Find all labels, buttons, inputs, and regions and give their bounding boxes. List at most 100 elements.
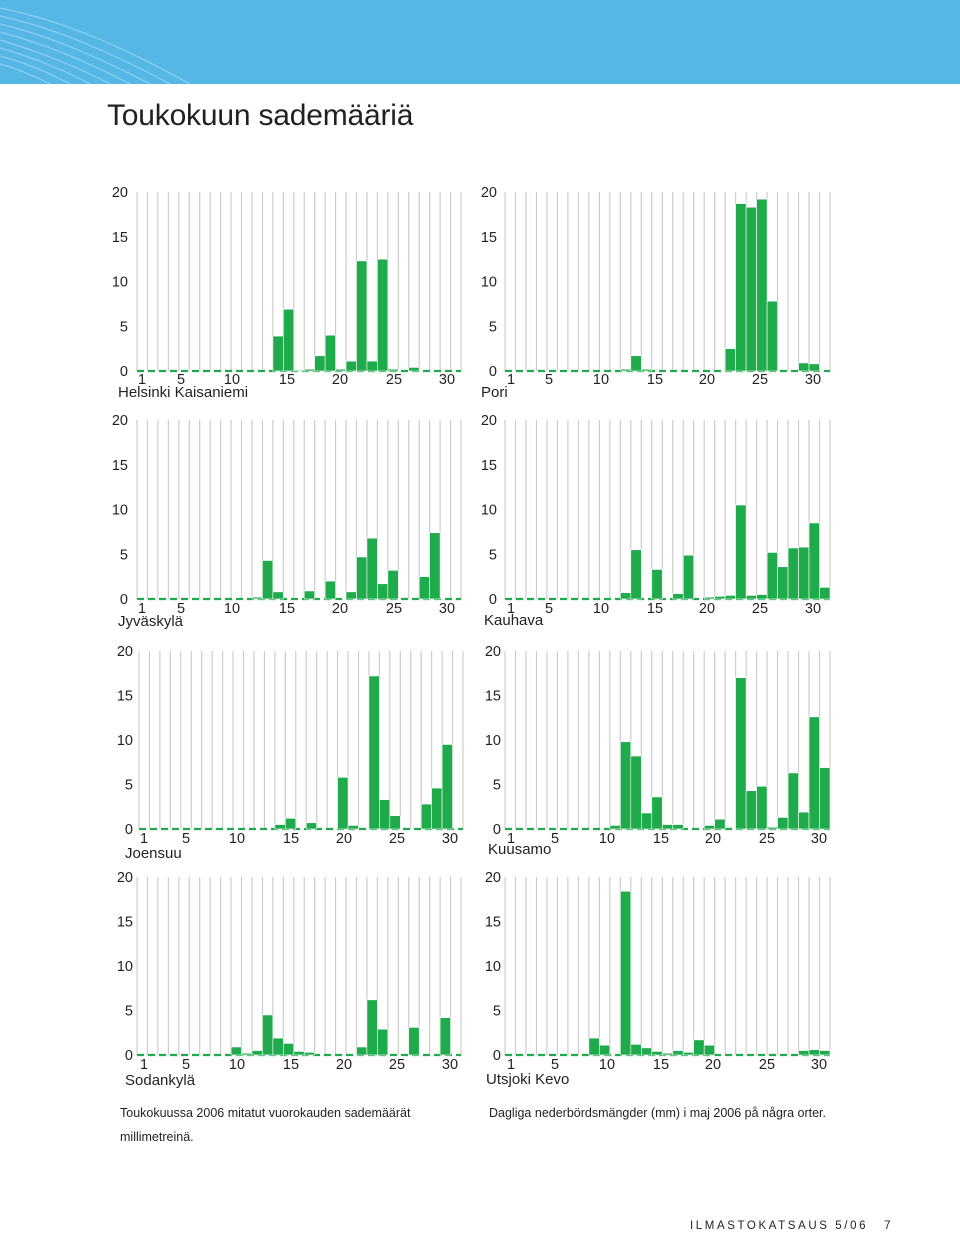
bar bbox=[735, 677, 747, 830]
bar bbox=[724, 348, 736, 372]
y-tick-label: 20 bbox=[481, 413, 497, 429]
y-tick-label: 20 bbox=[485, 644, 501, 660]
bar bbox=[335, 368, 347, 372]
bar bbox=[693, 1039, 705, 1056]
y-tick-label: 5 bbox=[125, 1004, 133, 1020]
bar bbox=[272, 335, 284, 372]
bar bbox=[787, 772, 799, 830]
x-tick-label: 15 bbox=[283, 831, 299, 847]
y-tick-label: 10 bbox=[485, 959, 501, 975]
station-name: Kuusamo bbox=[488, 841, 551, 858]
bar bbox=[251, 1050, 263, 1056]
y-tick-label: 15 bbox=[485, 689, 501, 705]
bar bbox=[703, 825, 715, 830]
bar bbox=[303, 1052, 315, 1056]
bar bbox=[230, 1046, 242, 1056]
y-tick-label: 5 bbox=[493, 1004, 501, 1020]
y-tick-label: 10 bbox=[117, 733, 133, 749]
y-tick-label: 0 bbox=[125, 822, 133, 838]
bar bbox=[766, 552, 778, 600]
x-tick-label: 25 bbox=[759, 831, 775, 847]
y-tick-label: 0 bbox=[120, 592, 128, 608]
x-tick-label: 15 bbox=[283, 1057, 299, 1073]
bar bbox=[661, 1052, 674, 1056]
bar bbox=[241, 1052, 253, 1056]
y-tick-label: 15 bbox=[485, 915, 501, 931]
y-tick-label: 0 bbox=[489, 364, 497, 380]
y-tick-label: 0 bbox=[125, 1048, 133, 1064]
bar bbox=[808, 1049, 820, 1056]
x-tick-label: 25 bbox=[389, 831, 405, 847]
x-tick-label: 30 bbox=[805, 372, 821, 388]
bar bbox=[640, 368, 653, 372]
bar bbox=[672, 1050, 684, 1056]
bar bbox=[661, 824, 674, 830]
bar bbox=[262, 1014, 274, 1056]
bar bbox=[756, 785, 768, 830]
y-tick-label: 15 bbox=[112, 230, 128, 246]
x-tick-label: 15 bbox=[647, 601, 663, 617]
x-tick-label: 15 bbox=[653, 1057, 669, 1073]
bar bbox=[439, 1017, 451, 1056]
x-tick-label: 10 bbox=[229, 1057, 245, 1073]
bar bbox=[324, 580, 336, 600]
x-tick-label: 25 bbox=[752, 601, 768, 617]
bar bbox=[703, 596, 715, 600]
bar bbox=[798, 546, 810, 600]
page-title: Toukokuun sademääriä bbox=[107, 99, 414, 132]
bar bbox=[703, 1044, 715, 1056]
x-tick-label: 10 bbox=[224, 601, 240, 617]
y-tick-label: 15 bbox=[481, 230, 497, 246]
x-tick-label: 25 bbox=[759, 1057, 775, 1073]
y-tick-label: 20 bbox=[481, 185, 497, 201]
bar bbox=[293, 1051, 305, 1056]
bar bbox=[408, 1027, 420, 1056]
y-tick-label: 15 bbox=[112, 458, 128, 474]
bar bbox=[377, 1028, 389, 1056]
y-tick-label: 5 bbox=[493, 778, 501, 794]
bar bbox=[630, 1044, 642, 1056]
bar bbox=[651, 569, 663, 600]
x-tick-label: 15 bbox=[279, 601, 295, 617]
x-tick-label: 15 bbox=[647, 372, 663, 388]
station-name: Utsjoki Kevo bbox=[486, 1071, 569, 1088]
x-tick-label: 10 bbox=[229, 831, 245, 847]
bar bbox=[588, 1037, 600, 1056]
x-tick-label: 15 bbox=[653, 831, 669, 847]
bar bbox=[714, 818, 726, 830]
y-tick-label: 0 bbox=[493, 1048, 501, 1064]
caption-swedish: Dagliga nederbördsmängder (mm) i maj 200… bbox=[489, 1106, 826, 1120]
y-tick-label: 10 bbox=[481, 275, 497, 291]
bar bbox=[283, 308, 295, 372]
y-tick-label: 20 bbox=[112, 185, 128, 201]
x-tick-label: 5 bbox=[551, 1057, 559, 1073]
bar bbox=[429, 532, 441, 600]
bar bbox=[251, 596, 263, 600]
bar bbox=[293, 369, 305, 372]
bar bbox=[808, 716, 820, 830]
bar bbox=[431, 787, 443, 830]
banner-wave-lines bbox=[0, 7, 191, 84]
bar bbox=[682, 554, 695, 600]
x-tick-label: 30 bbox=[442, 831, 458, 847]
x-tick-label: 10 bbox=[599, 831, 615, 847]
x-tick-label: 20 bbox=[336, 831, 352, 847]
y-tick-label: 20 bbox=[112, 413, 128, 429]
x-tick-label: 1 bbox=[138, 372, 146, 388]
x-tick-label: 30 bbox=[442, 1057, 458, 1073]
x-tick-label: 20 bbox=[699, 601, 715, 617]
x-tick-label: 5 bbox=[545, 601, 553, 617]
y-tick-label: 10 bbox=[112, 275, 128, 291]
bar bbox=[609, 825, 621, 830]
x-tick-label: 1 bbox=[507, 372, 515, 388]
station-name: Pori bbox=[481, 384, 508, 401]
x-tick-label: 20 bbox=[699, 372, 715, 388]
bar bbox=[272, 1037, 284, 1056]
x-tick-label: 20 bbox=[332, 601, 348, 617]
